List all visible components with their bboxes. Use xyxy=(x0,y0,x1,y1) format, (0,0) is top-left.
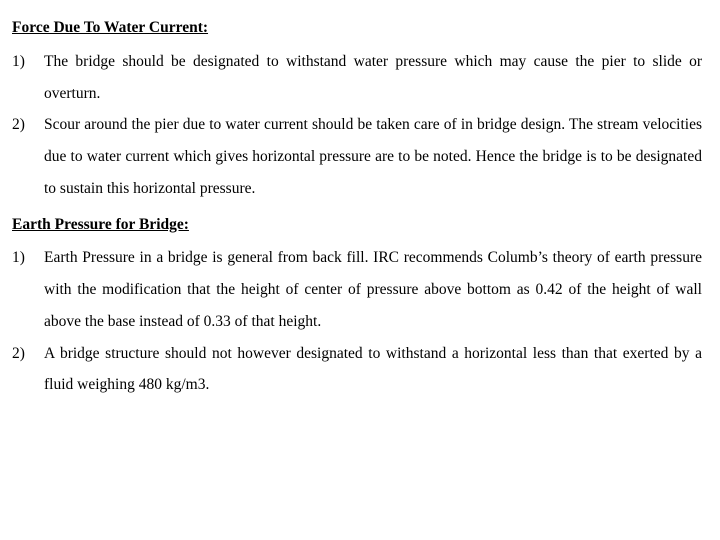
section2-heading: Earth Pressure for Bridge: xyxy=(12,209,702,241)
list-marker: 2) xyxy=(12,338,38,370)
list-marker: 1) xyxy=(12,46,38,78)
list-text: Earth Pressure in a bridge is general fr… xyxy=(44,249,702,330)
list-item: 1) The bridge should be designated to wi… xyxy=(12,46,702,110)
list-marker: 2) xyxy=(12,109,38,141)
section2-list: 1) Earth Pressure in a bridge is general… xyxy=(12,242,702,401)
list-text: A bridge structure should not however de… xyxy=(44,345,702,394)
list-text: Scour around the pier due to water curre… xyxy=(44,116,702,197)
list-item: 2) Scour around the pier due to water cu… xyxy=(12,109,702,204)
list-text: The bridge should be designated to withs… xyxy=(44,53,702,102)
list-item: 1) Earth Pressure in a bridge is general… xyxy=(12,242,702,337)
document-page: Force Due To Water Current: 1) The bridg… xyxy=(0,0,720,540)
section1-list: 1) The bridge should be designated to wi… xyxy=(12,46,702,205)
list-marker: 1) xyxy=(12,242,38,274)
list-item: 2) A bridge structure should not however… xyxy=(12,338,702,402)
section1-heading: Force Due To Water Current: xyxy=(12,12,702,44)
